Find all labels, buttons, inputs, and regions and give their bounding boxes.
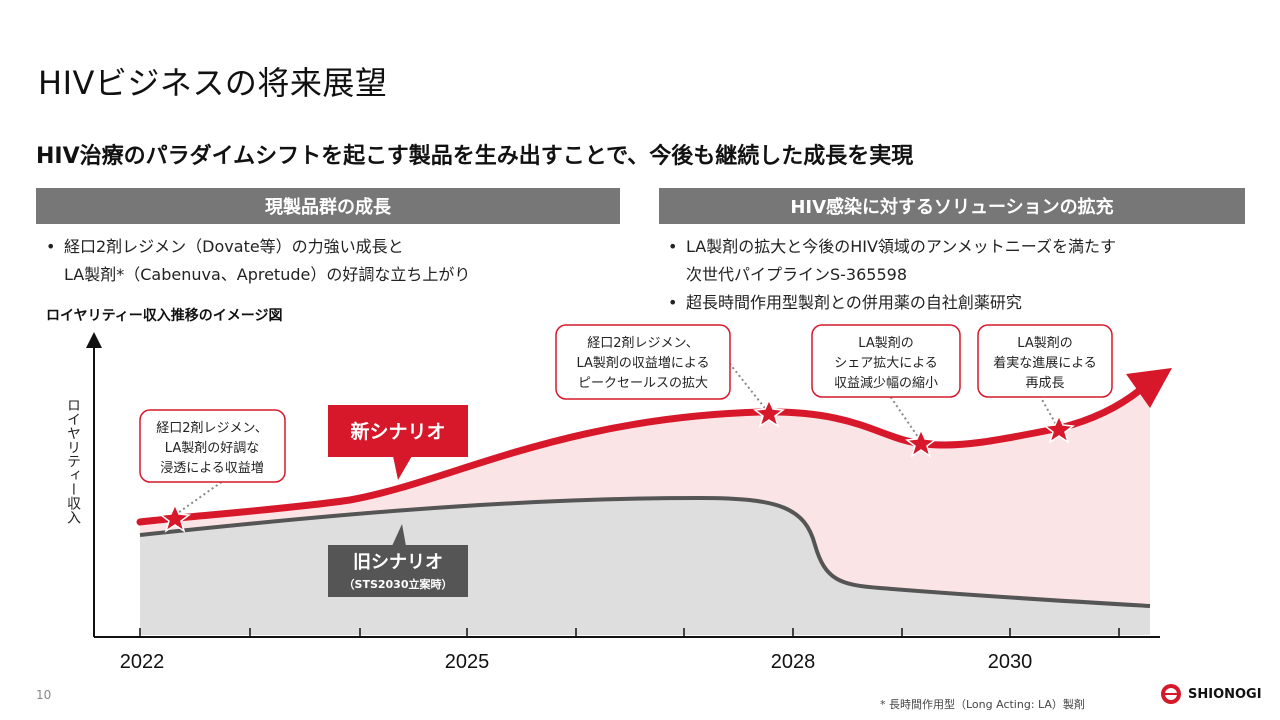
annotation-line: LA製剤の	[1017, 335, 1072, 351]
connector-a2	[729, 363, 769, 413]
right-bullet-1: LA製剤の拡大と今後のHIV領域のアンメットニーズを満たす 次世代パイプラインS…	[662, 233, 1252, 289]
star-marker	[1043, 414, 1075, 444]
page-subtitle: HIV治療のパラダイムシフトを起こす製品を生み出すことで、今後も継続した成長を実…	[36, 144, 914, 169]
old-scenario-note: （STS2030立案時）	[344, 577, 453, 591]
x-axis-ticks	[139, 628, 1120, 637]
bullet-line: 超長時間作用型製剤との併用薬の自社創薬研究	[686, 293, 1022, 312]
right-bullet-2: 超長時間作用型製剤との併用薬の自社創薬研究	[662, 289, 1252, 317]
shionogi-logo-icon	[1161, 684, 1181, 704]
y-axis-label: ロイヤリティー収入	[65, 398, 81, 524]
old-scenario-label: 旧シナリオ （STS2030立案時）	[328, 524, 468, 597]
star-markers	[159, 398, 1075, 533]
annotation-line: 経口2剤レジメン、	[156, 420, 268, 436]
old-scenario-line	[139, 495, 1151, 608]
annotation-a2: 経口2剤レジメン、 LA製剤の収益増による ピークセールスの拡大	[555, 324, 731, 400]
annotation-line: シェア拡大による	[834, 356, 938, 371]
right-section-header: HIV感染に対するソリューションの拡充	[659, 188, 1245, 224]
annotation-line: LA製剤の	[858, 335, 913, 351]
annotation-a4: LA製剤の 着実な進展による 再成長	[977, 324, 1113, 398]
annotation-a1: 経口2剤レジメン、 LA製剤の好調な 浸透による収益増	[139, 409, 286, 483]
star-marker	[753, 398, 785, 428]
x-tick-label: 2030	[988, 651, 1033, 673]
shionogi-logo: SHIONOGI	[1160, 682, 1262, 706]
footnote: * 長時間作用型（Long Acting: LA）製剤	[880, 698, 1085, 711]
annotation-line: LA製剤の収益増による	[576, 355, 709, 371]
page-number: 10	[36, 688, 52, 702]
connector-a3	[889, 395, 921, 441]
bullet-line: 経口2剤レジメン（Dovate等）の力強い成長と	[64, 237, 404, 256]
new-scenario-arrowhead	[1126, 368, 1172, 408]
old-scenario-area	[140, 498, 1150, 635]
annotation-line: 収益減少幅の縮小	[834, 375, 938, 391]
bullet-line: LA製剤の拡大と今後のHIV領域のアンメットニーズを満たす	[686, 237, 1117, 256]
left-bullet-1: 経口2剤レジメン（Dovate等）の力強い成長と LA製剤*（Cabenuva、…	[40, 233, 620, 289]
bullet-line: 次世代パイプラインS-365598	[686, 265, 908, 284]
annotation-line: LA製剤の好調な	[165, 440, 259, 456]
annotation-line: 浸透による収益増	[160, 461, 264, 476]
page-title: HIVビジネスの将来展望	[38, 64, 388, 102]
star-marker	[905, 428, 937, 458]
annotation-a3: LA製剤の シェア拡大による 収益減少幅の縮小	[811, 324, 961, 398]
new-scenario-text: 新シナリオ	[350, 420, 445, 443]
annotation-line: 再成長	[1025, 376, 1064, 391]
old-scenario-text: 旧シナリオ	[353, 552, 443, 573]
connector-a4	[1039, 395, 1059, 429]
x-tick-label: 2028	[771, 651, 816, 673]
logo-text: SHIONOGI	[1188, 686, 1262, 702]
bullet-line: LA製剤*（Cabenuva、Apretude）の好調な立ち上がり	[64, 265, 471, 284]
annotation-line: 着実な進展による	[993, 355, 1097, 371]
new-scenario-label: 新シナリオ	[328, 405, 468, 480]
x-tick-label: 2025	[445, 651, 490, 673]
x-tick-label: 2022	[120, 651, 165, 673]
annotation-line: 経口2剤レジメン、	[587, 335, 699, 351]
right-bullets: LA製剤の拡大と今後のHIV領域のアンメットニーズを満たす 次世代パイプラインS…	[662, 233, 1252, 317]
left-bullets: 経口2剤レジメン（Dovate等）の力強い成長と LA製剤*（Cabenuva、…	[40, 233, 620, 289]
left-section-header: 現製品群の成長	[36, 188, 620, 224]
chart-label: ロイヤリティー収入推移のイメージ図	[46, 308, 283, 324]
annotation-line: ピークセールスの拡大	[578, 376, 708, 391]
star-marker	[159, 503, 191, 533]
